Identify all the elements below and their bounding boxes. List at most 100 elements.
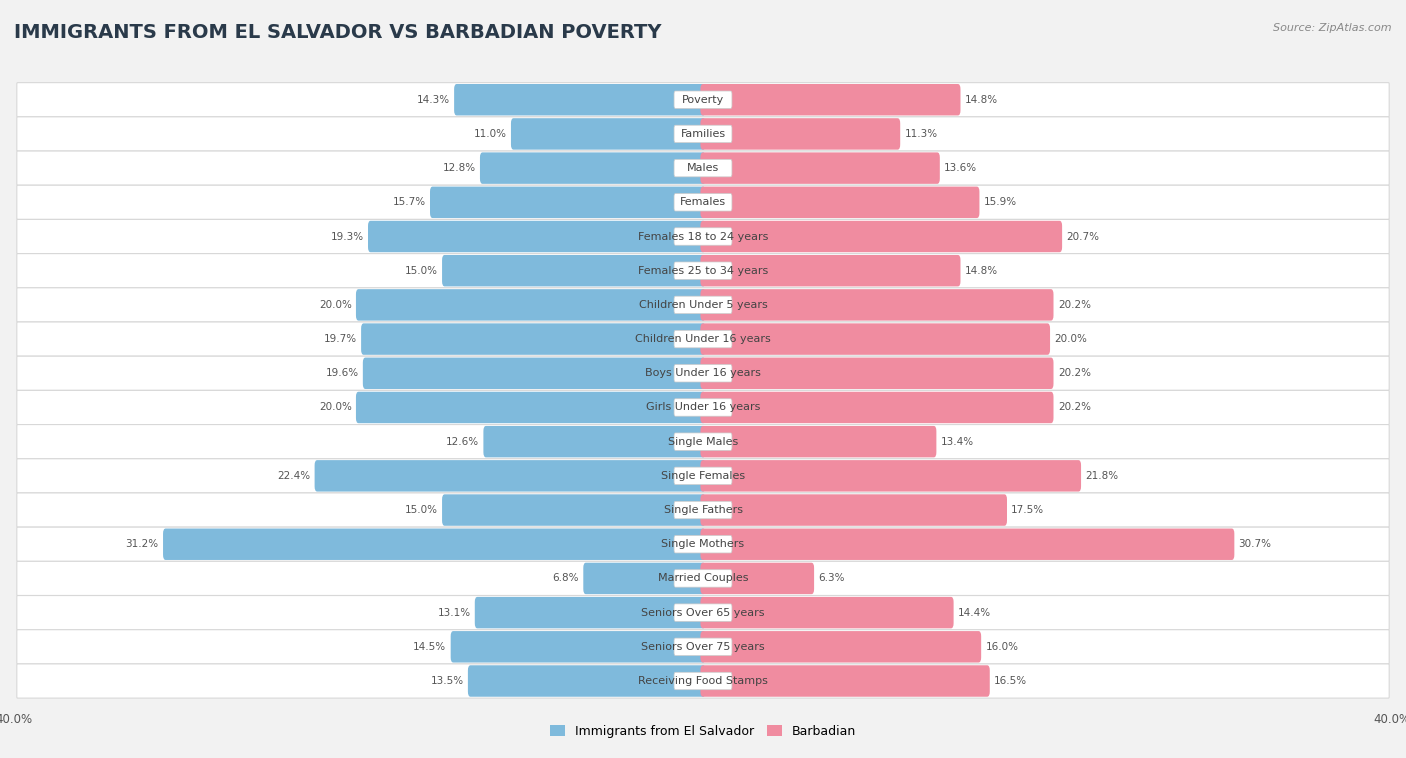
Text: 20.2%: 20.2% [1057,402,1091,412]
FancyBboxPatch shape [673,262,733,280]
FancyBboxPatch shape [673,91,733,108]
FancyBboxPatch shape [700,426,936,457]
FancyBboxPatch shape [17,459,1389,493]
Text: 31.2%: 31.2% [125,539,159,550]
FancyBboxPatch shape [17,493,1389,527]
Text: Source: ZipAtlas.com: Source: ZipAtlas.com [1274,23,1392,33]
FancyBboxPatch shape [583,562,706,594]
Legend: Immigrants from El Salvador, Barbadian: Immigrants from El Salvador, Barbadian [546,720,860,743]
FancyBboxPatch shape [700,631,981,662]
Text: Single Males: Single Males [668,437,738,446]
Text: 14.8%: 14.8% [965,266,998,276]
Text: 12.6%: 12.6% [446,437,479,446]
FancyBboxPatch shape [700,324,1050,355]
FancyBboxPatch shape [17,254,1389,288]
Text: 15.9%: 15.9% [984,197,1017,207]
Text: 11.3%: 11.3% [904,129,938,139]
FancyBboxPatch shape [673,535,733,553]
FancyBboxPatch shape [673,399,733,416]
Text: 6.8%: 6.8% [553,574,579,584]
FancyBboxPatch shape [315,460,706,492]
Text: 16.0%: 16.0% [986,642,1018,652]
FancyBboxPatch shape [17,527,1389,562]
FancyBboxPatch shape [673,672,733,690]
Text: 11.0%: 11.0% [474,129,506,139]
FancyBboxPatch shape [17,664,1389,698]
Text: 20.0%: 20.0% [1054,334,1087,344]
FancyBboxPatch shape [673,330,733,348]
Text: Boys Under 16 years: Boys Under 16 years [645,368,761,378]
FancyBboxPatch shape [700,494,1007,526]
Text: 20.2%: 20.2% [1057,300,1091,310]
FancyBboxPatch shape [430,186,706,218]
FancyBboxPatch shape [17,562,1389,596]
Text: 13.4%: 13.4% [941,437,974,446]
Text: Poverty: Poverty [682,95,724,105]
FancyBboxPatch shape [700,666,990,697]
FancyBboxPatch shape [475,597,706,628]
FancyBboxPatch shape [673,570,733,587]
FancyBboxPatch shape [17,185,1389,219]
Text: IMMIGRANTS FROM EL SALVADOR VS BARBADIAN POVERTY: IMMIGRANTS FROM EL SALVADOR VS BARBADIAN… [14,23,662,42]
FancyBboxPatch shape [700,186,980,218]
FancyBboxPatch shape [700,152,939,184]
FancyBboxPatch shape [454,84,706,115]
FancyBboxPatch shape [700,358,1053,389]
FancyBboxPatch shape [700,460,1081,492]
Text: 14.5%: 14.5% [413,642,446,652]
Text: 20.7%: 20.7% [1066,231,1099,242]
Text: Females: Females [681,197,725,207]
FancyBboxPatch shape [673,296,733,314]
Text: 6.3%: 6.3% [818,574,845,584]
Text: 14.8%: 14.8% [965,95,998,105]
FancyBboxPatch shape [673,433,733,450]
Text: Single Fathers: Single Fathers [664,505,742,515]
FancyBboxPatch shape [17,424,1389,459]
Text: Single Mothers: Single Mothers [661,539,745,550]
Text: 19.3%: 19.3% [330,231,364,242]
FancyBboxPatch shape [510,118,706,149]
FancyBboxPatch shape [673,228,733,246]
FancyBboxPatch shape [17,322,1389,356]
Text: 15.0%: 15.0% [405,505,437,515]
Text: 14.4%: 14.4% [957,608,991,618]
FancyBboxPatch shape [356,289,706,321]
Text: Girls Under 16 years: Girls Under 16 years [645,402,761,412]
Text: 15.7%: 15.7% [392,197,426,207]
Text: 19.6%: 19.6% [325,368,359,378]
FancyBboxPatch shape [363,358,706,389]
FancyBboxPatch shape [673,125,733,143]
Text: 13.1%: 13.1% [437,608,471,618]
FancyBboxPatch shape [451,631,706,662]
Text: 17.5%: 17.5% [1011,505,1045,515]
FancyBboxPatch shape [673,467,733,484]
Text: 20.0%: 20.0% [319,402,352,412]
Text: Single Females: Single Females [661,471,745,481]
Text: Males: Males [688,163,718,173]
FancyBboxPatch shape [441,494,706,526]
FancyBboxPatch shape [673,159,733,177]
FancyBboxPatch shape [17,630,1389,664]
Text: 20.2%: 20.2% [1057,368,1091,378]
FancyBboxPatch shape [163,528,706,560]
FancyBboxPatch shape [17,117,1389,151]
FancyBboxPatch shape [17,83,1389,117]
Text: Seniors Over 75 years: Seniors Over 75 years [641,642,765,652]
Text: 16.5%: 16.5% [994,676,1028,686]
Text: Families: Families [681,129,725,139]
FancyBboxPatch shape [17,356,1389,390]
Text: 15.0%: 15.0% [405,266,437,276]
Text: 22.4%: 22.4% [277,471,311,481]
FancyBboxPatch shape [361,324,706,355]
FancyBboxPatch shape [17,151,1389,185]
Text: Married Couples: Married Couples [658,574,748,584]
FancyBboxPatch shape [700,562,814,594]
FancyBboxPatch shape [468,666,706,697]
FancyBboxPatch shape [700,528,1234,560]
Text: Females 18 to 24 years: Females 18 to 24 years [638,231,768,242]
Text: 14.3%: 14.3% [416,95,450,105]
FancyBboxPatch shape [673,638,733,656]
FancyBboxPatch shape [673,604,733,622]
Text: Children Under 5 years: Children Under 5 years [638,300,768,310]
FancyBboxPatch shape [700,84,960,115]
